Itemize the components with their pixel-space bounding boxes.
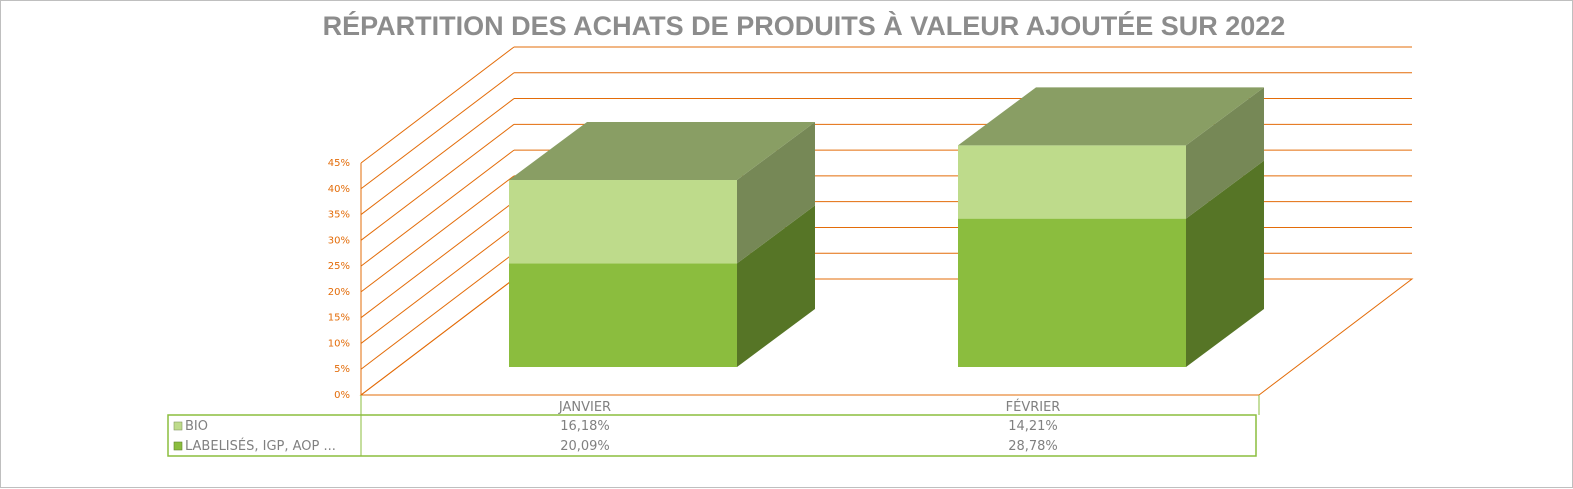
y-tick-label: 0% xyxy=(334,390,350,401)
gridline-side xyxy=(360,46,515,164)
y-tick-label: 30% xyxy=(328,235,350,246)
bar-front xyxy=(958,218,1186,367)
gridline-side xyxy=(360,123,515,241)
bar-top xyxy=(958,87,1264,146)
y-tick-label: 25% xyxy=(328,261,350,272)
gridline-side xyxy=(360,252,515,370)
gridline-side xyxy=(360,227,515,344)
y-tick-label: 35% xyxy=(328,210,350,221)
y-tick-label: 5% xyxy=(334,364,350,375)
y-tick-label: 15% xyxy=(328,313,350,324)
y-tick-label: 20% xyxy=(328,287,350,298)
bar-side xyxy=(737,122,815,264)
y-axis-ticks: 0% 5% 10% 15% 20% 25% 30% 35% 40% 45% xyxy=(328,158,350,401)
gridline-side xyxy=(360,98,515,215)
bar-side xyxy=(1186,160,1264,367)
bar-front xyxy=(509,180,737,264)
data-label: 14,21% xyxy=(1008,419,1058,434)
legend-label: BIO xyxy=(185,419,208,434)
bar-side xyxy=(737,205,815,367)
gridline-side xyxy=(360,72,515,190)
data-label: 20,09% xyxy=(560,439,610,454)
bar-side xyxy=(1186,87,1264,219)
category-label: FÉVRIER xyxy=(1006,399,1061,415)
gridline-side xyxy=(360,201,515,319)
gridline-side xyxy=(360,278,515,396)
data-table: JANVIER FÉVRIER BIO 16,18% 14,21% LABELISÉS, … xyxy=(167,395,1260,457)
data-label: 16,18% xyxy=(560,419,610,434)
bars xyxy=(509,87,1264,367)
legend-swatch xyxy=(173,421,183,431)
bar-front xyxy=(958,145,1186,219)
gridline-side xyxy=(360,149,515,267)
bar-top xyxy=(509,122,815,181)
gridline-side xyxy=(360,175,515,293)
table-border xyxy=(167,414,1257,457)
chart-title: RÉPARTITION DES ACHATS DE PRODUITS À VAL… xyxy=(323,10,1286,41)
legend-swatch xyxy=(173,441,183,451)
legend-label: LABELISÉS, IGP, AOP ... xyxy=(185,438,336,454)
category-label: JANVIER xyxy=(558,400,611,415)
data-label: 28,78% xyxy=(1008,439,1058,454)
y-tick-label: 45% xyxy=(328,158,350,169)
bar-front xyxy=(509,263,737,367)
y-tick-label: 40% xyxy=(328,184,350,195)
y-tick-label: 10% xyxy=(328,338,350,349)
